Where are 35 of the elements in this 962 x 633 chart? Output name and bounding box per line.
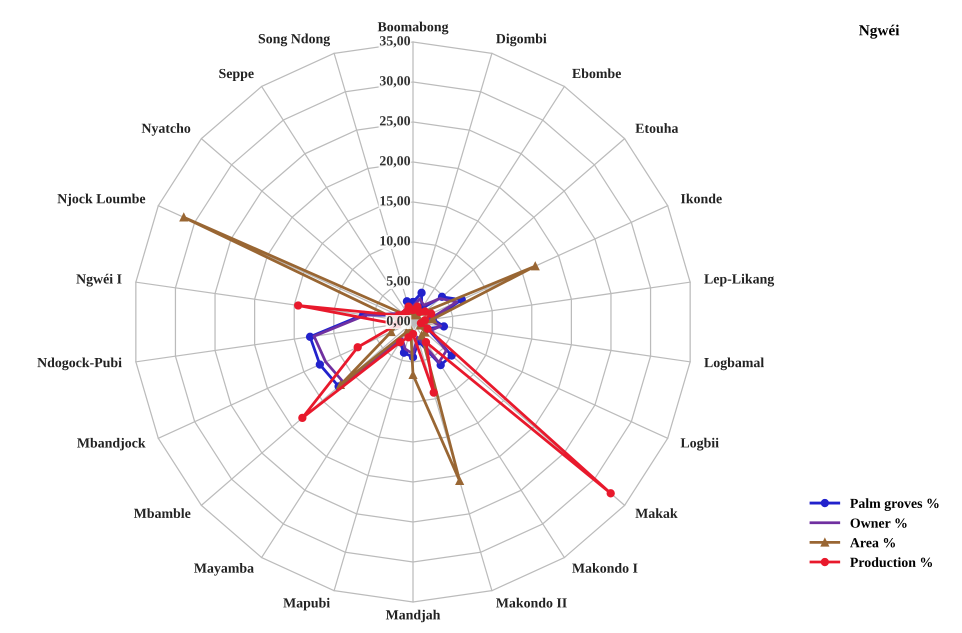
legend-label: Palm groves %	[850, 498, 939, 511]
spoke-label: Ngwéi I	[76, 274, 122, 287]
spoke-label: Makondo I	[572, 563, 638, 573]
spoke-label: Ebombe	[572, 68, 621, 78]
spoke-label: Song Ndong	[258, 34, 330, 46]
spoke-label: Logbamal	[704, 357, 764, 370]
spoke-label: Makondo II	[496, 598, 567, 608]
spoke-label: Makak	[635, 508, 678, 518]
spoke-label: Lep-Likang	[704, 274, 774, 287]
spoke-label: Etouha	[635, 123, 678, 133]
y-tick-label: 25,00	[380, 116, 410, 128]
spoke-label: Mbandjock	[77, 438, 146, 450]
spoke-label: Nyatcho	[142, 123, 190, 136]
y-tick-label: 5,00	[386, 276, 410, 288]
spoke-label: Ndogock-Pubi	[37, 357, 122, 370]
y-tick-label: 20,00	[380, 156, 410, 168]
legend-label: Production %	[850, 557, 932, 568]
spoke-label: Boomabong	[378, 22, 448, 34]
y-tick-label: 10,00	[380, 236, 410, 248]
spoke-label: Ikonde	[680, 194, 722, 204]
spoke-label: Logbii	[680, 438, 719, 450]
legend-label: Owner %	[850, 518, 907, 528]
spoke-label: Mayamba	[194, 563, 254, 576]
spoke-label: Njock Loumbe	[57, 194, 146, 206]
spoke-label: Mandjah	[386, 610, 440, 622]
legend-label: Area %	[850, 538, 895, 548]
y-tick-label: 35,00	[380, 36, 410, 48]
chart-title: Ngwéi	[859, 24, 900, 39]
spoke-label: Digombi	[496, 34, 547, 46]
spoke-label: Seppe	[219, 68, 254, 81]
y-tick-label: 0,00	[386, 316, 410, 328]
spoke-label: Mapubi	[283, 598, 330, 610]
spoke-label: Mbamble	[134, 508, 190, 518]
y-tick-label: 15,00	[380, 196, 410, 208]
y-tick-label: 30,00	[380, 76, 410, 88]
